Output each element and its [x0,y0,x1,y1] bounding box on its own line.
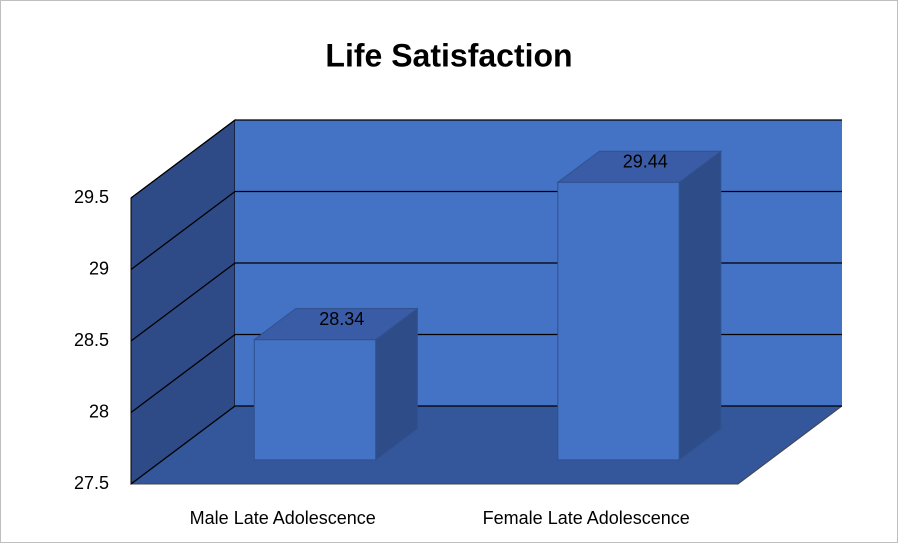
value-label: 29.44 [623,152,668,172]
axis-line [131,405,843,485]
bar-front [253,339,377,461]
y-tick-label: 29 [89,258,109,278]
x-tick-label: Female Late Adolescence [483,508,690,528]
y-tick-label: 27.5 [74,473,109,493]
bar [556,150,723,461]
chart-title: Life Satisfaction [325,37,572,73]
bar-front [557,181,680,461]
bar-side [678,150,722,461]
y-tick-label: 28 [89,401,109,421]
x-tick-label: Male Late Adolescence [190,508,376,528]
value-label: 28.34 [319,309,364,329]
y-tick-label: 28.5 [74,330,109,350]
floor [131,406,842,484]
y-tick-label: 29.5 [74,187,109,207]
grid-line [130,119,842,199]
bar [252,307,419,461]
